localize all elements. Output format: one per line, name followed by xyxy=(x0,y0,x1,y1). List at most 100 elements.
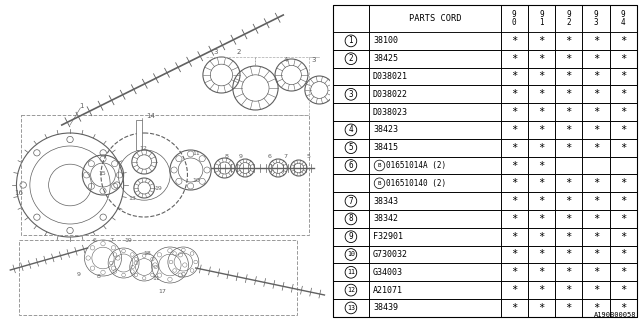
Text: 16: 16 xyxy=(14,190,23,196)
Bar xyxy=(369,228,500,246)
Text: *: * xyxy=(566,285,572,295)
Bar xyxy=(582,139,609,156)
Bar xyxy=(555,50,582,68)
Text: *: * xyxy=(538,232,545,242)
Text: *: * xyxy=(593,125,599,135)
Text: 4: 4 xyxy=(284,57,289,63)
Text: 12: 12 xyxy=(139,146,147,151)
Bar xyxy=(555,85,582,103)
Text: *: * xyxy=(538,303,545,313)
Text: 7: 7 xyxy=(349,196,353,205)
Bar xyxy=(555,139,582,156)
Bar xyxy=(369,174,500,192)
Bar xyxy=(500,263,528,281)
Bar xyxy=(333,228,369,246)
Text: *: * xyxy=(620,125,627,135)
Bar xyxy=(369,263,500,281)
Bar xyxy=(528,210,555,228)
Text: D038021: D038021 xyxy=(373,72,408,81)
Bar xyxy=(582,299,609,317)
Bar xyxy=(333,121,369,139)
Bar xyxy=(555,5,582,32)
Bar xyxy=(333,103,369,121)
Bar xyxy=(582,50,609,68)
Text: 6: 6 xyxy=(349,161,353,170)
Text: 3: 3 xyxy=(312,57,316,63)
Text: *: * xyxy=(620,36,627,46)
Bar xyxy=(609,210,637,228)
Text: 17: 17 xyxy=(159,289,166,294)
Text: 19: 19 xyxy=(154,186,163,191)
Bar xyxy=(500,68,528,85)
Text: *: * xyxy=(538,267,545,277)
Bar xyxy=(528,299,555,317)
Text: G730032: G730032 xyxy=(373,250,408,259)
Text: *: * xyxy=(566,178,572,188)
Bar xyxy=(555,156,582,174)
Text: 3: 3 xyxy=(213,49,218,55)
Text: *: * xyxy=(538,107,545,117)
Bar xyxy=(582,156,609,174)
Text: *: * xyxy=(566,250,572,260)
Text: 9
0: 9 0 xyxy=(512,10,516,27)
Text: *: * xyxy=(593,232,599,242)
Text: 38100: 38100 xyxy=(373,36,398,45)
Bar xyxy=(500,121,528,139)
Text: 38415: 38415 xyxy=(373,143,398,152)
Bar xyxy=(500,32,528,50)
Bar xyxy=(555,174,582,192)
Text: *: * xyxy=(620,250,627,260)
Bar xyxy=(609,192,637,210)
Text: *: * xyxy=(538,89,545,99)
Text: *: * xyxy=(538,285,545,295)
Bar xyxy=(500,246,528,263)
Bar xyxy=(369,246,500,263)
Text: *: * xyxy=(566,89,572,99)
Bar xyxy=(500,85,528,103)
Text: *: * xyxy=(620,71,627,82)
Text: 5: 5 xyxy=(307,154,311,159)
Text: 15: 15 xyxy=(98,171,106,176)
Text: *: * xyxy=(620,143,627,153)
Bar xyxy=(582,192,609,210)
Text: *: * xyxy=(593,71,599,82)
Text: 10: 10 xyxy=(193,178,200,183)
Bar xyxy=(609,103,637,121)
Bar xyxy=(528,228,555,246)
Text: *: * xyxy=(620,54,627,64)
Text: *: * xyxy=(511,125,517,135)
Text: *: * xyxy=(511,232,517,242)
Text: *: * xyxy=(620,178,627,188)
Text: PARTS CORD: PARTS CORD xyxy=(408,14,461,23)
Text: *: * xyxy=(593,214,599,224)
Text: 11: 11 xyxy=(153,276,161,281)
Text: *: * xyxy=(620,303,627,313)
Text: 14: 14 xyxy=(147,113,155,119)
Text: *: * xyxy=(593,107,599,117)
Bar xyxy=(528,50,555,68)
Bar xyxy=(528,32,555,50)
Bar xyxy=(500,210,528,228)
Text: *: * xyxy=(511,143,517,153)
Text: *: * xyxy=(538,54,545,64)
Bar xyxy=(582,121,609,139)
Bar xyxy=(582,68,609,85)
Text: 11: 11 xyxy=(193,151,200,156)
Text: 38439: 38439 xyxy=(373,303,398,312)
Bar xyxy=(369,121,500,139)
Text: *: * xyxy=(593,267,599,277)
Text: *: * xyxy=(566,196,572,206)
Text: *: * xyxy=(620,267,627,277)
Bar xyxy=(333,156,369,174)
Bar xyxy=(609,68,637,85)
Text: *: * xyxy=(511,36,517,46)
Text: *: * xyxy=(593,250,599,260)
Bar xyxy=(369,139,500,156)
Text: 11: 11 xyxy=(347,269,355,275)
Text: 6: 6 xyxy=(268,154,271,159)
Text: 4: 4 xyxy=(349,125,353,134)
Bar xyxy=(136,120,142,150)
Bar xyxy=(369,192,500,210)
Text: *: * xyxy=(511,54,517,64)
Text: *: * xyxy=(566,125,572,135)
